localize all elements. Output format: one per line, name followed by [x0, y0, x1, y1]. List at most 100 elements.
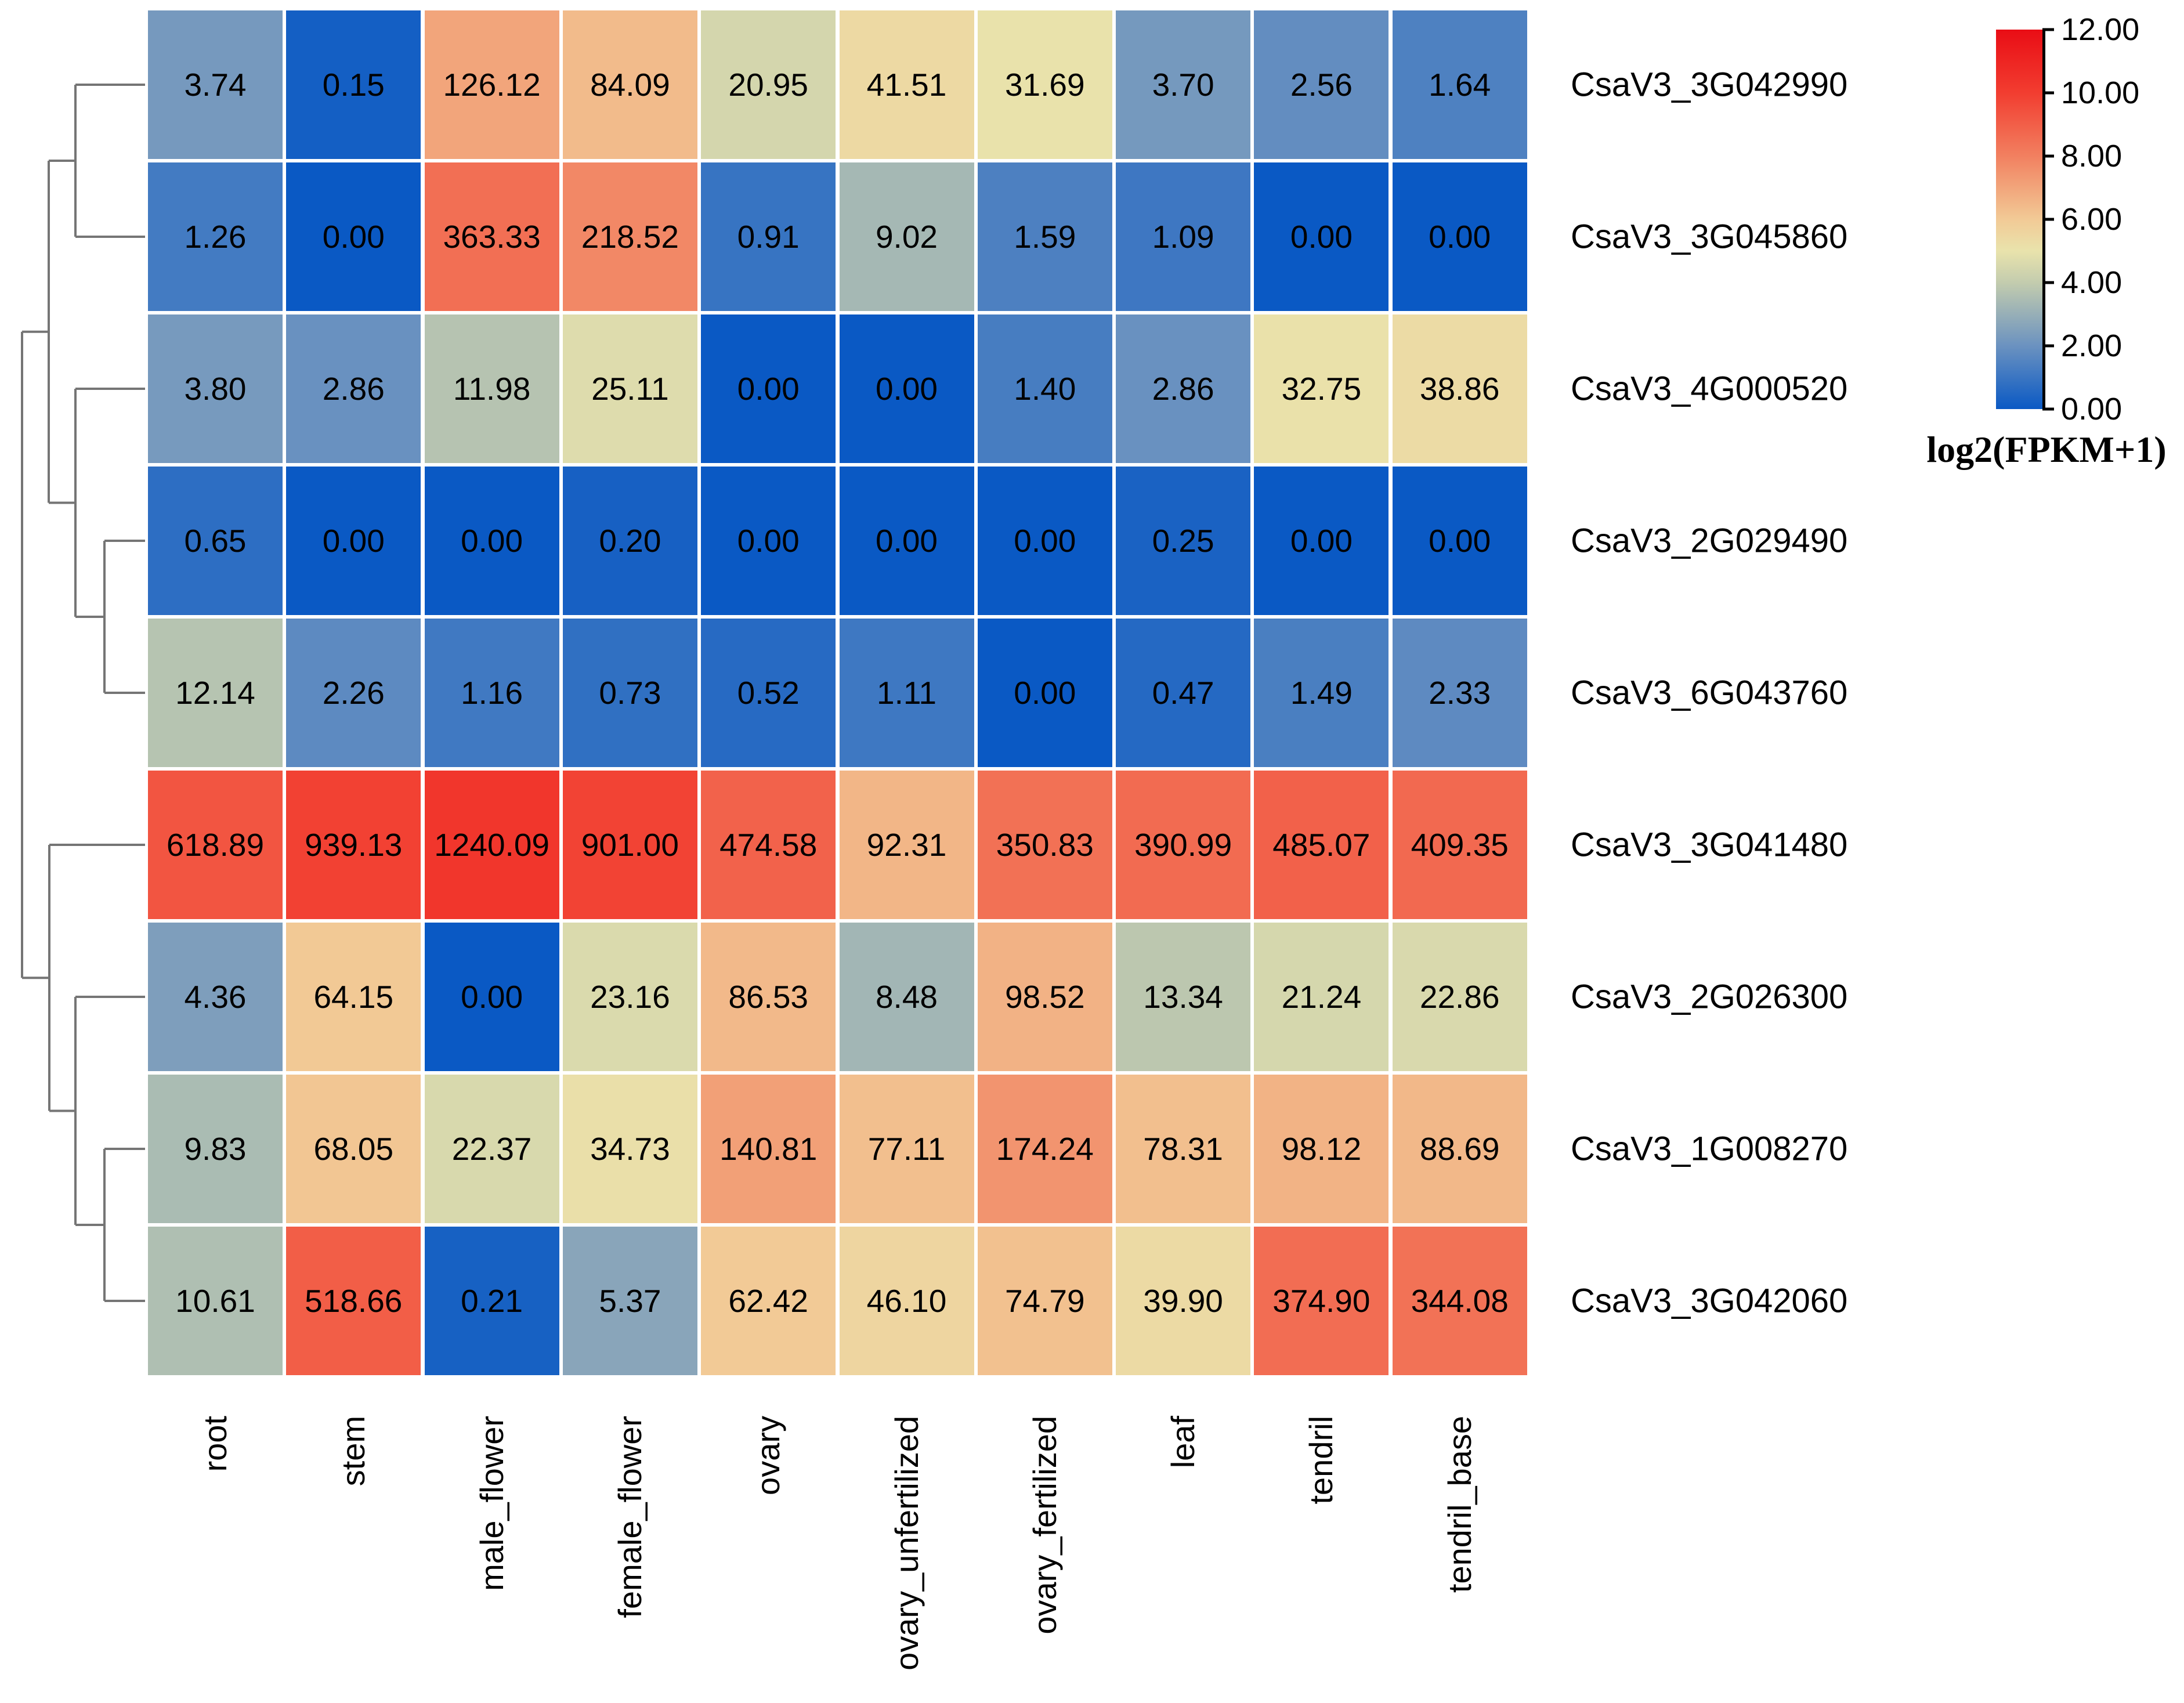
heatmap-cell: 0.00 — [701, 467, 836, 615]
heatmap-cell: 0.00 — [424, 467, 559, 615]
colorbar-tick — [2042, 344, 2054, 348]
heatmap-cell: 374.90 — [1254, 1227, 1389, 1375]
heatmap-cell: 1.11 — [839, 619, 974, 767]
heatmap-cell: 88.69 — [1392, 1075, 1527, 1223]
colorbar-tick-label: 4.00 — [2061, 265, 2122, 300]
colorbar-tick — [2042, 281, 2054, 284]
heatmap-cell: 25.11 — [562, 314, 697, 463]
heatmap-cell: 1.16 — [424, 619, 559, 767]
heatmap-cell: 2.86 — [1116, 314, 1251, 463]
heatmap-cell: 20.95 — [701, 10, 836, 159]
heatmap-cell: 62.42 — [701, 1227, 836, 1375]
colorbar-gradient — [1996, 30, 2042, 409]
row-label: CsaV3_2G026300 — [1571, 978, 1848, 1016]
heatmap-cell: 21.24 — [1254, 923, 1389, 1071]
heatmap-cell: 1.26 — [148, 162, 283, 311]
row-dendrogram — [21, 84, 145, 1302]
heatmap-cell: 1.40 — [977, 314, 1112, 463]
heatmap-cell: 350.83 — [977, 771, 1112, 919]
column-label: ovary_fertilized — [1026, 1416, 1063, 1635]
heatmap-cell: 0.20 — [562, 467, 697, 615]
heatmap-cell: 0.25 — [1116, 467, 1251, 615]
colorbar-tick-label: 2.00 — [2061, 328, 2122, 363]
heatmap-cell: 78.31 — [1116, 1075, 1251, 1223]
heatmap-cell: 84.09 — [562, 10, 697, 159]
row-label: CsaV3_4G000520 — [1571, 370, 1848, 408]
column-label: female_flower — [611, 1416, 648, 1618]
heatmap-cell: 474.58 — [701, 771, 836, 919]
heatmap-cell: 41.51 — [839, 10, 974, 159]
colorbar-tick-label: 12.00 — [2061, 12, 2140, 47]
heatmap-cell: 939.13 — [286, 771, 421, 919]
column-label: leaf — [1165, 1416, 1202, 1469]
heatmap-cell: 31.69 — [977, 10, 1112, 159]
heatmap-cell: 98.12 — [1254, 1075, 1389, 1223]
heatmap-cell: 32.75 — [1254, 314, 1389, 463]
row-label: CsaV3_3G041480 — [1571, 826, 1848, 864]
heatmap-cell: 0.00 — [424, 923, 559, 1071]
heatmap-cell: 86.53 — [701, 923, 836, 1071]
heatmap-cell: 363.33 — [424, 162, 559, 311]
heatmap-cell: 218.52 — [562, 162, 697, 311]
heatmap-cell: 2.26 — [286, 619, 421, 767]
heatmap-cell: 1.49 — [1254, 619, 1389, 767]
heatmap-cell: 1.09 — [1116, 162, 1251, 311]
heatmap-cell: 64.15 — [286, 923, 421, 1071]
row-label: CsaV3_1G008270 — [1571, 1130, 1848, 1168]
heatmap-cell: 10.61 — [148, 1227, 283, 1375]
heatmap-cell: 409.35 — [1392, 771, 1527, 919]
heatmap-cell: 9.02 — [839, 162, 974, 311]
heatmap-cell: 3.70 — [1116, 10, 1251, 159]
heatmap-cell: 0.47 — [1116, 619, 1251, 767]
heatmap-cell: 0.00 — [1392, 467, 1527, 615]
heatmap-cell: 0.15 — [286, 10, 421, 159]
heatmap-cell: 485.07 — [1254, 771, 1389, 919]
heatmap-cell: 2.56 — [1254, 10, 1389, 159]
heatmap-cell: 1.59 — [977, 162, 1112, 311]
heatmap-cell: 13.34 — [1116, 923, 1251, 1071]
colorbar-tick-label: 8.00 — [2061, 139, 2122, 173]
heatmap-cell: 0.52 — [701, 619, 836, 767]
heatmap-cell: 38.86 — [1392, 314, 1527, 463]
row-label: CsaV3_3G042060 — [1571, 1282, 1848, 1320]
heatmap-cell: 518.66 — [286, 1227, 421, 1375]
heatmap-cell: 9.83 — [148, 1075, 283, 1223]
heatmap-cell: 23.16 — [562, 923, 697, 1071]
heatmap-cell: 46.10 — [839, 1227, 974, 1375]
colorbar-tick — [2042, 91, 2054, 95]
column-label: male_flower — [473, 1416, 510, 1591]
heatmap-cell: 0.00 — [286, 467, 421, 615]
heatmap-cell: 2.86 — [286, 314, 421, 463]
row-label: CsaV3_2G029490 — [1571, 522, 1848, 560]
heatmap-cell: 0.73 — [562, 619, 697, 767]
heatmap-cell: 68.05 — [286, 1075, 421, 1223]
heatmap-cell: 74.79 — [977, 1227, 1112, 1375]
heatmap-cell: 344.08 — [1392, 1227, 1527, 1375]
heatmap-cell: 1.64 — [1392, 10, 1527, 159]
heatmap-cell: 390.99 — [1116, 771, 1251, 919]
column-label: tendril_base — [1441, 1416, 1478, 1593]
heatmap-cell: 3.80 — [148, 314, 283, 463]
heatmap-cell: 92.31 — [839, 771, 974, 919]
colorbar-tick — [2042, 407, 2054, 411]
heatmap-cell: 0.00 — [977, 619, 1112, 767]
heatmap-cell: 5.37 — [562, 1227, 697, 1375]
heatmap-cell: 126.12 — [424, 10, 559, 159]
colorbar-tick — [2042, 28, 2054, 31]
heatmap-cell: 0.00 — [1254, 467, 1389, 615]
heatmap-cell: 98.52 — [977, 923, 1112, 1071]
colorbar-tick — [2042, 218, 2054, 221]
column-label: ovary_unfertilized — [888, 1416, 925, 1671]
heatmap-cell: 77.11 — [839, 1075, 974, 1223]
column-label: tendril — [1303, 1416, 1340, 1505]
heatmap-cell: 12.14 — [148, 619, 283, 767]
heatmap-cell: 0.00 — [1254, 162, 1389, 311]
colorbar-tick-label: 10.00 — [2061, 75, 2140, 110]
heatmap-cell: 3.74 — [148, 10, 283, 159]
heatmap-cell: 2.33 — [1392, 619, 1527, 767]
heatmap-cell: 34.73 — [562, 1075, 697, 1223]
heatmap-cell: 0.00 — [839, 467, 974, 615]
heatmap-cell: 11.98 — [424, 314, 559, 463]
row-label: CsaV3_6G043760 — [1571, 674, 1848, 712]
